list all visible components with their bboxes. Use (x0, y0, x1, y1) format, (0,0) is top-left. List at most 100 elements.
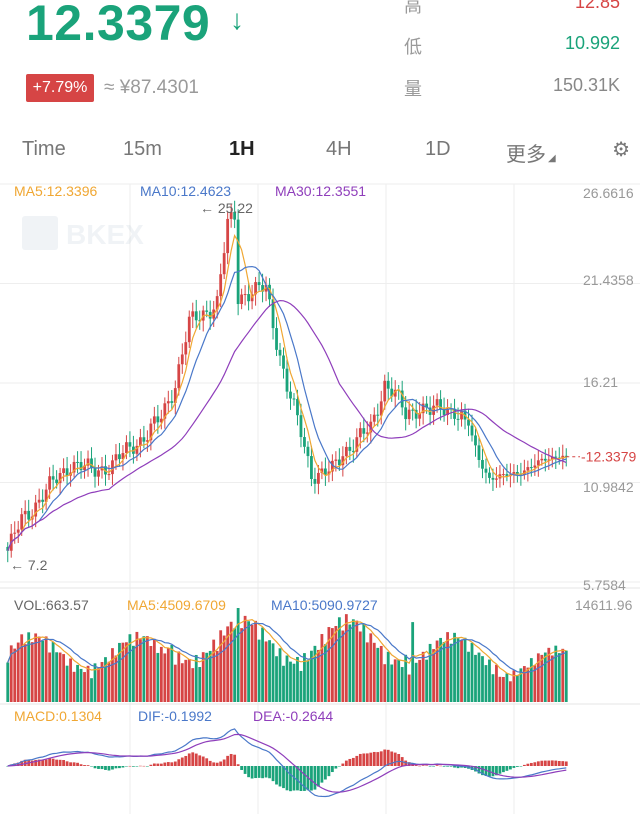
tab-more-label: 更多 (506, 144, 546, 166)
macd-bar (460, 766, 463, 768)
legend-ma10: MA10:12.4623 (140, 183, 231, 199)
candle-body (372, 414, 376, 422)
volume-bar (303, 653, 306, 702)
macd-bar (369, 752, 373, 766)
volume-bar (317, 649, 320, 702)
tab-time[interactable]: Time (22, 138, 66, 160)
volume-bar (470, 642, 474, 702)
volume-bar (184, 659, 188, 702)
volume-bar (533, 665, 537, 702)
macd-bar (159, 763, 163, 766)
candle-body (313, 478, 317, 484)
tab-4h[interactable]: 4H (326, 138, 352, 160)
macd-bar (337, 766, 341, 767)
candle-body (512, 471, 516, 475)
candle-body (491, 477, 495, 480)
candle-body (453, 408, 456, 419)
candle-body (275, 328, 278, 350)
candle-body (536, 460, 540, 466)
volume-bar (439, 637, 442, 702)
macd-bar (233, 754, 237, 766)
candle-body (365, 432, 369, 434)
volume-bar (243, 615, 247, 702)
candle-body (222, 253, 226, 275)
candle-body (533, 465, 537, 468)
macd-bar (62, 760, 65, 766)
candle-body (317, 472, 320, 484)
macd-bar (51, 758, 55, 766)
macd-bar (564, 761, 568, 766)
macd-bar (296, 766, 299, 791)
candle-body (379, 401, 383, 416)
macd-bar (320, 766, 324, 783)
y-tick-label: 5.7584 (583, 577, 626, 593)
candle-body (13, 532, 17, 534)
candle-body (20, 514, 24, 530)
candle-body (292, 398, 296, 400)
candle-body (477, 445, 481, 460)
macd-bar (456, 766, 460, 769)
stat-high-label: 高 (404, 0, 422, 16)
volume-bar (432, 649, 436, 702)
tab-more[interactable]: 更多 ◢ (506, 138, 556, 167)
y-tick-label: 16.21 (583, 374, 618, 390)
chart-legends: MA5:12.3396 MA10:12.4623 MA30:12.3551 VOL:6… (14, 183, 378, 724)
macd-bar (334, 766, 338, 769)
macd-bar (205, 758, 209, 766)
candle-body (142, 437, 146, 442)
tab-1d[interactable]: 1D (425, 138, 451, 160)
macd-bar (100, 766, 104, 770)
macd-bar (142, 765, 146, 767)
tab-15m[interactable]: 15m (123, 138, 162, 160)
macd-bar (330, 766, 334, 773)
current-price-label: -12.3379 (581, 449, 636, 465)
volume-bar (187, 658, 191, 702)
last-price: 12.3379 (26, 0, 211, 51)
candle-body (310, 456, 313, 479)
macd-bar (247, 766, 251, 778)
candle-body (515, 471, 519, 474)
candle-body (79, 462, 83, 471)
volume-bar (152, 638, 156, 702)
candle-body (128, 442, 132, 447)
volume-bar (547, 647, 551, 702)
volume-bar (393, 659, 397, 702)
volume-bar (327, 627, 331, 702)
candle-body (97, 470, 100, 477)
legend-vol: VOL:663.57 (14, 597, 89, 613)
volume-bar (467, 651, 470, 702)
volume-bar (194, 654, 198, 702)
candle-body (271, 299, 275, 329)
volume-bar (390, 664, 394, 702)
macd-bar (495, 766, 498, 776)
volume-bar (515, 675, 519, 702)
volume-bar (27, 632, 31, 702)
candle-body (362, 428, 366, 434)
macd-bar (421, 765, 425, 766)
macd-bar (187, 753, 191, 766)
volume-bar (289, 661, 292, 702)
candle-body (330, 460, 334, 472)
candle-body (163, 403, 167, 419)
high-marker: ← 25.22 (200, 200, 253, 216)
y-tick-label: 26.6616 (583, 185, 634, 201)
macd-bar (341, 763, 345, 766)
candle-body (76, 461, 79, 463)
volume-bar (173, 664, 177, 702)
settings-icon[interactable]: ⚙ (612, 139, 630, 161)
macd-bar (285, 766, 289, 791)
candle-body (111, 460, 114, 475)
candle-body (460, 410, 463, 420)
macd-bar (529, 762, 533, 766)
volume-bar (240, 628, 244, 702)
macd-bar (317, 766, 320, 787)
tab-1h[interactable]: 1H (229, 138, 255, 160)
candle-body (229, 211, 233, 219)
volume-bar (51, 642, 55, 702)
dea-line (7, 733, 567, 793)
macd-bar (72, 762, 76, 766)
candle-body (149, 423, 153, 441)
candle-body (351, 450, 355, 452)
volume-bar (358, 631, 362, 702)
volume-bar (334, 625, 338, 702)
